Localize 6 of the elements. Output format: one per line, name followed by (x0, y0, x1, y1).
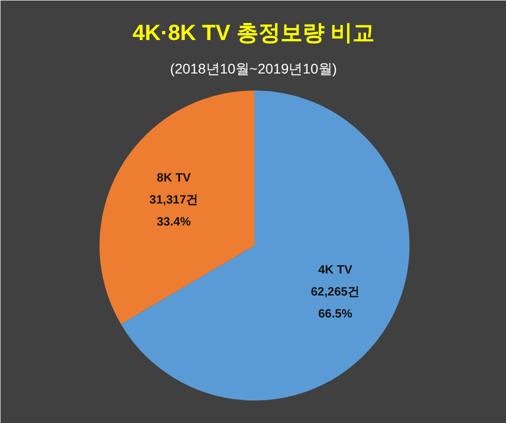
slice-label: 4K TV (318, 262, 352, 277)
data-label: 31,317건 33.4% (149, 192, 198, 228)
chart-title: 4K·8K TV 총정보량 비교 (132, 20, 375, 45)
chart-subtitle: (2018년10월~2019년10월) (170, 60, 337, 76)
data-label: 62,265건 66.5% (310, 284, 360, 321)
slice-label: 8K TV (156, 170, 191, 184)
